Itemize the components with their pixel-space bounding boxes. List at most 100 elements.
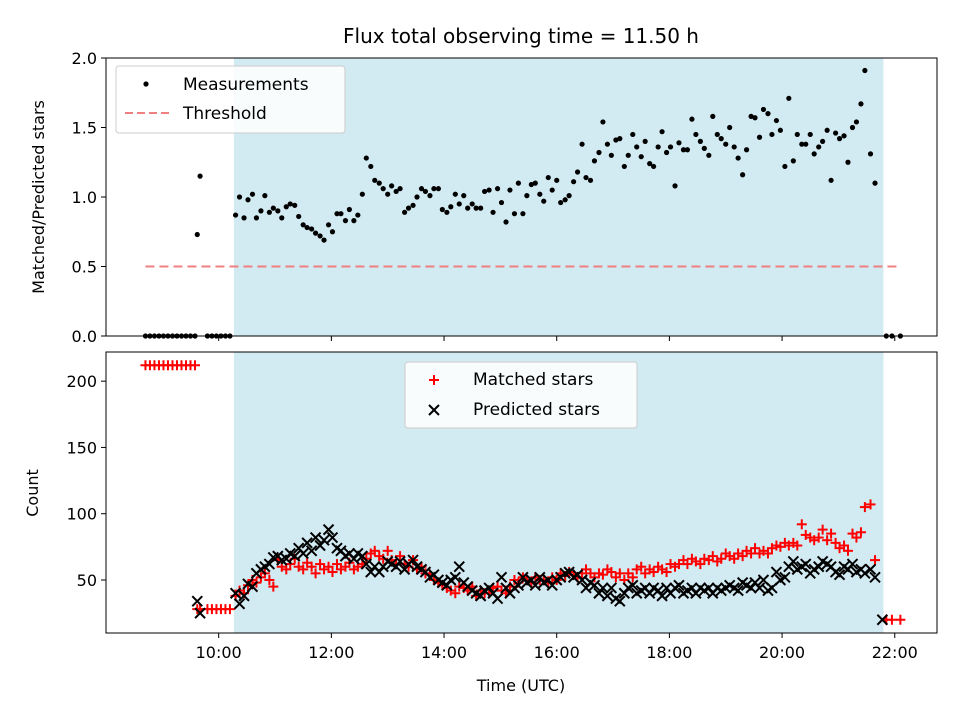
predicted-star-point-b bbox=[356, 550, 369, 562]
y-tick-label: 150 bbox=[66, 438, 97, 457]
predicted-star-point bbox=[191, 595, 203, 607]
measurement-point bbox=[355, 212, 361, 218]
x-tick-label: 16:00 bbox=[534, 643, 580, 662]
predicted-star-point-b bbox=[246, 580, 259, 593]
measurement-point bbox=[304, 224, 310, 231]
measurement-point bbox=[693, 131, 699, 138]
predicted-star-point-b bbox=[876, 614, 889, 626]
measurement-point bbox=[841, 133, 847, 139]
predicted-star-point bbox=[787, 555, 800, 568]
predicted-star-point bbox=[673, 579, 685, 591]
measurement-point bbox=[334, 211, 340, 217]
legend-x-b bbox=[428, 404, 440, 416]
predicted-star-point bbox=[869, 571, 881, 584]
matched-star-point bbox=[792, 540, 803, 551]
predicted-star-point-b bbox=[627, 579, 639, 591]
predicted-star-point-b bbox=[385, 558, 398, 570]
measurement-point bbox=[498, 199, 505, 206]
matched-star-point bbox=[695, 559, 706, 570]
measurement-point bbox=[279, 215, 285, 221]
measurement-point bbox=[262, 193, 268, 199]
predicted-star-point bbox=[449, 571, 462, 584]
top-legend: Measurements Threshold bbox=[115, 65, 346, 134]
predicted-star-point-b bbox=[407, 554, 419, 566]
measurement-point bbox=[312, 230, 319, 236]
legend-matched-label: Matched stars bbox=[473, 370, 593, 390]
measurement-point bbox=[659, 129, 665, 135]
measurement-point bbox=[549, 187, 555, 193]
measurement-point bbox=[439, 206, 445, 213]
measurement-point bbox=[376, 180, 382, 186]
x-tick-label: 12:00 bbox=[308, 643, 354, 662]
measurement-point bbox=[663, 149, 670, 156]
matched-star-point bbox=[750, 543, 761, 554]
measurement-point bbox=[363, 155, 369, 161]
matched-star-point bbox=[699, 553, 710, 564]
y-tick-label: 200 bbox=[66, 372, 97, 391]
matched-star-point bbox=[395, 551, 406, 562]
measurement-point bbox=[613, 137, 619, 143]
bottom-panel: 50 100 150 200 10:00 12:00 14:00 16:00 18:00 20:0… bbox=[23, 351, 938, 695]
legend-threshold-label: Threshold bbox=[182, 104, 267, 124]
legend-matched-marker bbox=[429, 375, 439, 385]
predicted-star-point-b bbox=[846, 558, 859, 570]
predicted-star-point-b bbox=[305, 545, 318, 557]
matched-star-point bbox=[746, 548, 757, 559]
predicted-star-point bbox=[305, 545, 318, 557]
measurement-point bbox=[372, 177, 378, 183]
predicted-star-point bbox=[229, 587, 242, 599]
measurement-point bbox=[197, 173, 203, 179]
predicted-star-point bbox=[407, 554, 419, 566]
predicted-star-point-b bbox=[436, 576, 449, 589]
measurement-point bbox=[490, 209, 496, 215]
matched-star-point bbox=[606, 567, 617, 578]
predicted-star-point-b bbox=[289, 550, 301, 562]
top-panel-ticks: 0.0 0.5 1.0 1.5 2.0 bbox=[72, 49, 896, 346]
measurement-point bbox=[862, 67, 868, 74]
matched-star-point bbox=[369, 545, 380, 556]
predicted-star-point-b bbox=[453, 561, 465, 573]
matched-star-point bbox=[830, 537, 841, 548]
predicted-star-point bbox=[453, 561, 465, 573]
legend-measurements-label: Measurements bbox=[183, 75, 309, 95]
predicted-star-point-b bbox=[411, 561, 423, 573]
predicted-star-point bbox=[322, 523, 335, 536]
measurement-point bbox=[731, 144, 737, 150]
predicted-star-point bbox=[309, 531, 322, 544]
measurement-point bbox=[300, 222, 306, 228]
predicted-star-point-b bbox=[656, 590, 668, 602]
predicted-star-point bbox=[495, 571, 508, 584]
matched-star-point bbox=[870, 555, 881, 566]
measurement-point bbox=[608, 152, 614, 158]
measurement-point bbox=[524, 193, 530, 199]
predicted-star-point bbox=[800, 558, 812, 570]
measurement-point bbox=[249, 191, 256, 197]
predicted-star-point bbox=[512, 579, 525, 591]
matched-star-point bbox=[851, 532, 862, 543]
x-tick-label: 10:00 bbox=[196, 643, 242, 662]
measurement-point bbox=[448, 204, 454, 210]
measurement-point bbox=[346, 206, 352, 213]
measurement-point bbox=[743, 147, 750, 153]
matched-star-point bbox=[315, 559, 326, 570]
measurement-point bbox=[359, 191, 365, 197]
measurement-point bbox=[706, 152, 712, 158]
matched-star-point bbox=[682, 559, 693, 570]
predicted-star-point bbox=[318, 534, 330, 546]
measurement-point bbox=[486, 187, 492, 193]
measurement-point bbox=[435, 186, 441, 192]
measurement-point bbox=[287, 201, 293, 207]
measurement-point bbox=[579, 141, 585, 147]
y-tick-label: 1.0 bbox=[72, 188, 97, 207]
predicted-star-point-b bbox=[588, 579, 601, 591]
measurement-point bbox=[760, 106, 767, 113]
measurement-point bbox=[456, 201, 462, 207]
measurement-point bbox=[562, 197, 568, 203]
predicted-star-point bbox=[859, 567, 871, 580]
matched-star-point bbox=[839, 540, 850, 551]
measurement-point bbox=[321, 237, 327, 243]
measurement-point bbox=[452, 191, 458, 197]
measurement-point bbox=[481, 188, 488, 195]
measurement-point bbox=[270, 205, 276, 211]
measurement-point bbox=[832, 130, 839, 136]
